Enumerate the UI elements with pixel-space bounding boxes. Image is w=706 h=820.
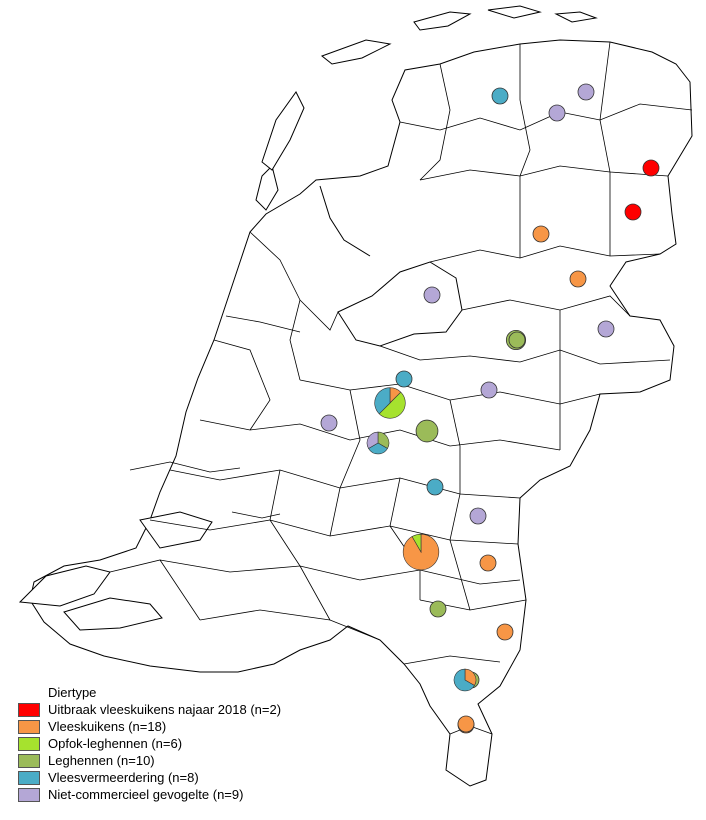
municipality-borders [109,41,693,735]
pie-marker [548,104,566,122]
pie-slice [569,270,587,288]
pie-slice [469,507,487,525]
legend-label: Niet-commercieel gevogelte (n=9) [48,787,244,802]
legend-label: Uitbraak vleeskuikens najaar 2018 (n=2) [48,702,282,717]
pie-slice [453,668,475,692]
pie-marker [402,533,440,571]
pie-marker [429,600,447,618]
legend-swatch [18,770,40,785]
legend-item: Vleeskuikens (n=18) [18,718,348,735]
pie-slice [577,83,595,101]
pie-marker [569,270,587,288]
legend-item: Uitbraak vleeskuikens najaar 2018 (n=2) [18,701,348,718]
pie-marker [320,414,338,432]
pie-slice [597,320,615,338]
legend-swatch [18,736,40,751]
pie-slice [395,370,413,388]
legend-item: Opfok-leghennen (n=6) [18,735,348,752]
pie-slice [532,225,550,243]
pie-slice [415,419,439,443]
legend-swatch [18,719,40,734]
pie-slice [320,414,338,432]
legend-label: Opfok-leghennen (n=6) [48,736,183,751]
pie-marker [366,431,390,455]
legend-label: Leghennen (n=10) [48,753,155,768]
pie-slice [457,715,475,733]
legend-swatch [18,787,40,802]
pie-marker [597,320,615,338]
pie-slice [411,533,422,554]
pie-slice [374,387,391,415]
legend-title: Diertype [48,685,97,700]
pie-slice [480,381,498,399]
pie-marker [469,507,487,525]
legend-item: Niet-commercieel gevogelte (n=9) [18,786,348,803]
pie-marker [457,715,475,733]
pie-marker [374,387,406,419]
pie-slice [429,600,447,618]
rivers [129,315,301,519]
pie-marker [577,83,595,101]
pie-slice [496,623,514,641]
pie-marker [496,623,514,641]
pie-marker [453,668,477,692]
pie-slice [548,104,566,122]
pie-marker [508,331,526,349]
pie-marker [395,370,413,388]
pie-marker [426,478,444,496]
legend: Diertype Uitbraak vleeskuikens najaar 20… [18,684,348,814]
pie-marker [624,203,642,221]
pie-marker [642,159,660,177]
legend-swatch [18,702,40,717]
pie-slice [491,87,509,105]
legend-label: Vleeskuikens (n=18) [48,719,167,734]
pie-slice [479,554,497,572]
pie-slice [642,159,660,177]
pie-marker [491,87,509,105]
pie-slice [624,203,642,221]
pie-marker [423,286,441,304]
pie-markers [320,83,660,734]
pie-marker [479,554,497,572]
country-outline [18,5,693,787]
pie-slice [378,391,406,419]
legend-item: Vleesvermeerdering (n=8) [18,769,348,786]
pie-slice [423,286,441,304]
pie-marker [480,381,498,399]
pie-slice [366,431,379,449]
pie-slice [368,442,388,455]
legend-swatch [18,753,40,768]
legend-label: Vleesvermeerdering (n=8) [48,770,199,785]
pie-marker [415,419,439,443]
pie-slice [426,478,444,496]
pie-marker [532,225,550,243]
pie-slice [508,331,526,349]
legend-item: Leghennen (n=10) [18,752,348,769]
